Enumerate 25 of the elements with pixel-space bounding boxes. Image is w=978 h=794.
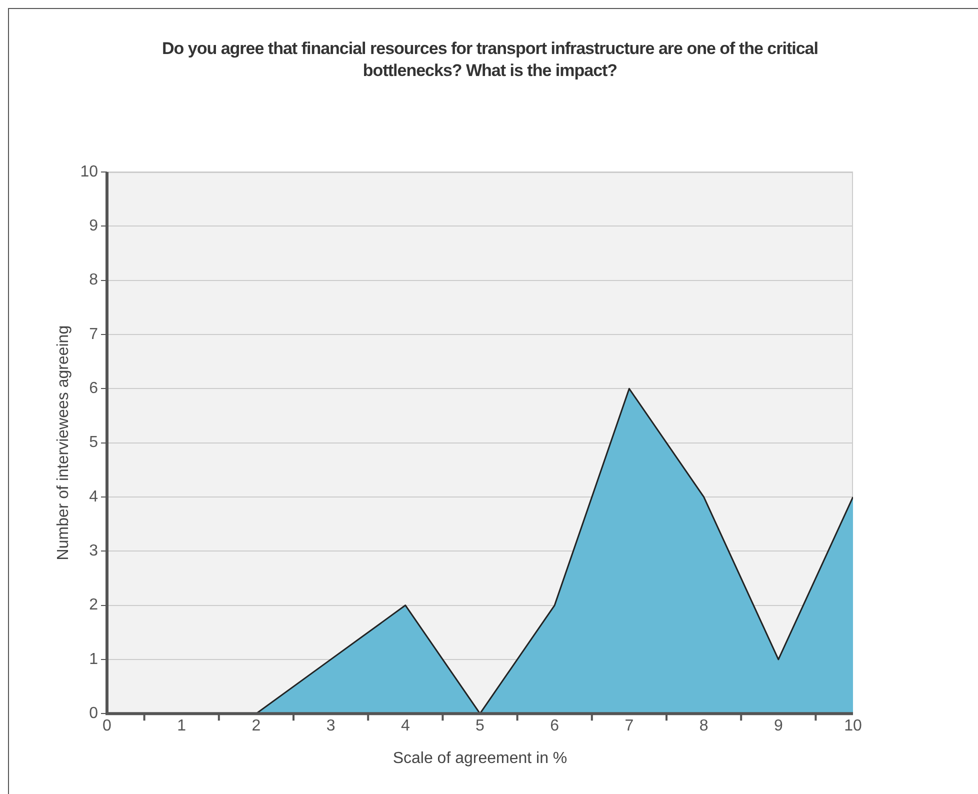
- y-tick-label: 9: [89, 218, 98, 235]
- x-tick-label: 9: [774, 718, 783, 735]
- x-tick-label: 2: [252, 718, 261, 735]
- y-tick-label: 0: [89, 705, 98, 722]
- y-tick-label: 1: [89, 650, 98, 668]
- x-tick-label: 10: [844, 718, 862, 735]
- x-tick-label: 1: [177, 718, 186, 735]
- y-axis-title: Number of interviewees agreeing: [55, 325, 72, 560]
- x-tick-label: 8: [699, 718, 708, 735]
- x-tick-label: 7: [624, 718, 634, 735]
- x-tick-label: 6: [550, 718, 560, 735]
- y-tick-label: 7: [89, 326, 98, 343]
- x-tick-label: 4: [400, 718, 410, 735]
- x-axis-title: Scale of agreement in %: [392, 750, 568, 767]
- y-tick-label: 4: [89, 488, 98, 506]
- x-tick-label: 0: [102, 718, 112, 735]
- y-tick-label: 10: [80, 163, 98, 180]
- y-tick-label: 8: [89, 272, 98, 289]
- y-tick-label: 5: [89, 434, 98, 452]
- y-tick-label: 6: [89, 380, 98, 398]
- x-tick-label: 3: [326, 718, 336, 735]
- y-tick-label: 2: [89, 596, 98, 614]
- x-tick-label: 5: [476, 718, 485, 735]
- y-tick-label: 3: [89, 542, 98, 560]
- chart-title: Do you agree that financial resources for transport infrastructure are one of the critical bottlenecks? What is the impact?: [161, 38, 819, 82]
